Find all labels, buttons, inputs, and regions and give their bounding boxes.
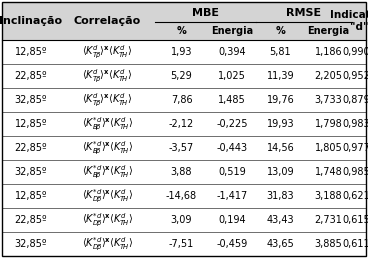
Text: 3,885: 3,885: [315, 239, 342, 249]
Text: 12,85º: 12,85º: [15, 119, 47, 129]
Text: $\langle K_{D\!\beta}^{*d}\rangle^{\mathbf{x}}\langle K_{T\!H}^{d}\rangle$: $\langle K_{D\!\beta}^{*d}\rangle^{\math…: [82, 187, 133, 205]
Text: 13,09: 13,09: [267, 167, 294, 177]
Text: -3,57: -3,57: [169, 143, 194, 153]
Text: $\langle K_{B\!\beta}^{*d}\rangle^{\mathbf{x}}\langle K_{T\!H}^{d}\rangle$: $\langle K_{B\!\beta}^{*d}\rangle^{\math…: [82, 163, 133, 181]
Text: %: %: [276, 26, 285, 36]
Text: 22,85º: 22,85º: [15, 215, 47, 225]
Text: 0,9523: 0,9523: [342, 71, 368, 81]
Text: 0,6155: 0,6155: [342, 215, 368, 225]
Text: Indicativo
"d": Indicativo "d": [330, 10, 368, 32]
Text: -7,51: -7,51: [169, 239, 194, 249]
Text: 0,194: 0,194: [218, 215, 246, 225]
Text: $\langle K_{T\!\beta}^{d}\rangle^{\mathbf{x}}\langle K_{T\!H}^{d}\rangle$: $\langle K_{T\!\beta}^{d}\rangle^{\mathb…: [82, 67, 132, 85]
Text: MBE: MBE: [192, 8, 219, 18]
Text: 3,88: 3,88: [171, 167, 192, 177]
Text: 0,9836: 0,9836: [342, 119, 368, 129]
Text: 0,394: 0,394: [218, 47, 246, 57]
Text: %: %: [177, 26, 186, 36]
Text: 43,65: 43,65: [267, 239, 294, 249]
Text: 5,29: 5,29: [171, 71, 192, 81]
Text: 12,85º: 12,85º: [15, 191, 47, 201]
Text: 1,186: 1,186: [315, 47, 342, 57]
Text: 32,85º: 32,85º: [15, 239, 47, 249]
Text: -2,12: -2,12: [169, 119, 194, 129]
Text: 1,748: 1,748: [315, 167, 342, 177]
Text: $\langle K_{T\!\beta}^{d}\rangle^{\mathbf{x}}\langle K_{T\!H}^{d}\rangle$: $\langle K_{T\!\beta}^{d}\rangle^{\mathb…: [82, 43, 132, 61]
Text: $\langle K_{D\!\beta}^{*d}\rangle^{\mathbf{x}}\langle K_{T\!H}^{d}\rangle$: $\langle K_{D\!\beta}^{*d}\rangle^{\math…: [82, 235, 133, 253]
Text: Energia: Energia: [211, 26, 253, 36]
Bar: [2, 2, 366, 40]
Text: 0,6115: 0,6115: [342, 239, 368, 249]
Text: -0,225: -0,225: [216, 119, 248, 129]
Text: 1,805: 1,805: [315, 143, 342, 153]
Text: 19,93: 19,93: [267, 119, 294, 129]
Text: Energia: Energia: [307, 26, 350, 36]
Text: 32,85º: 32,85º: [15, 95, 47, 105]
Text: $\langle K_{T\!\beta}^{d}\rangle^{\mathbf{x}}\langle K_{T\!H}^{d}\rangle$: $\langle K_{T\!\beta}^{d}\rangle^{\mathb…: [82, 91, 132, 109]
Text: 2,205: 2,205: [315, 71, 343, 81]
Text: $\langle K_{B\!\beta}^{*d}\rangle^{\mathbf{x}}\langle K_{T\!H}^{d}\rangle$: $\langle K_{B\!\beta}^{*d}\rangle^{\math…: [82, 115, 133, 133]
Text: 2,731: 2,731: [315, 215, 343, 225]
Text: 32,85º: 32,85º: [15, 167, 47, 177]
Text: 11,39: 11,39: [267, 71, 294, 81]
Text: 31,83: 31,83: [267, 191, 294, 201]
Text: 3,188: 3,188: [315, 191, 342, 201]
Text: 1,93: 1,93: [171, 47, 192, 57]
Text: -0,443: -0,443: [216, 143, 248, 153]
Text: 12,85º: 12,85º: [15, 47, 47, 57]
Text: 0,9774: 0,9774: [342, 143, 368, 153]
Text: 22,85º: 22,85º: [15, 71, 47, 81]
Text: $\langle K_{D\!\beta}^{*d}\rangle^{\mathbf{x}}\langle K_{T\!H}^{d}\rangle$: $\langle K_{D\!\beta}^{*d}\rangle^{\math…: [82, 211, 133, 229]
Text: 0,519: 0,519: [218, 167, 246, 177]
Text: Inclinação: Inclinação: [0, 16, 63, 26]
Text: 0,9901: 0,9901: [342, 47, 368, 57]
Text: 0,8792: 0,8792: [342, 95, 368, 105]
Text: 7,86: 7,86: [171, 95, 192, 105]
Text: -14,68: -14,68: [166, 191, 197, 201]
Text: 3,09: 3,09: [171, 215, 192, 225]
Text: 1,485: 1,485: [218, 95, 246, 105]
Text: -1,417: -1,417: [216, 191, 248, 201]
Text: 22,85º: 22,85º: [15, 143, 47, 153]
Text: Correlação: Correlação: [74, 16, 141, 26]
Text: 0,6214: 0,6214: [342, 191, 368, 201]
Text: RMSE: RMSE: [286, 8, 322, 18]
Text: 1,798: 1,798: [315, 119, 342, 129]
Text: $\langle K_{B\!\beta}^{*d}\rangle^{\mathbf{x}}\langle K_{T\!H}^{d}\rangle$: $\langle K_{B\!\beta}^{*d}\rangle^{\math…: [82, 139, 133, 157]
Text: 5,81: 5,81: [270, 47, 291, 57]
Text: -0,459: -0,459: [216, 239, 248, 249]
Text: 19,76: 19,76: [267, 95, 294, 105]
Text: 14,56: 14,56: [267, 143, 294, 153]
Text: 0,9854: 0,9854: [342, 167, 368, 177]
Text: 43,43: 43,43: [267, 215, 294, 225]
Text: 1,025: 1,025: [218, 71, 246, 81]
Text: 3,733: 3,733: [315, 95, 342, 105]
